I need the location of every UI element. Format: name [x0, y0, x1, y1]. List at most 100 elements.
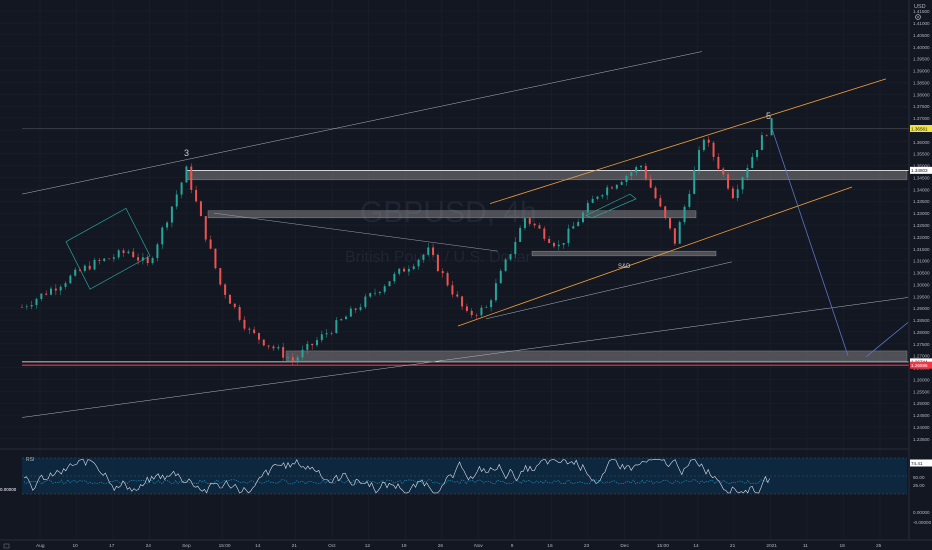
candle-body: [504, 259, 507, 271]
snd-zone[interactable]: [531, 250, 717, 257]
candle-body: [664, 206, 667, 218]
price-tick-label: 1.38000: [913, 92, 930, 97]
candle-body: [398, 268, 401, 274]
pattern-outline[interactable]: [65, 207, 151, 290]
candle-body: [277, 347, 280, 349]
rsi-value-badge: 74.41: [911, 461, 923, 466]
resistance-zone-high[interactable]: [185, 170, 908, 181]
time-tick-label: 16: [547, 543, 553, 549]
orange-channel-upper[interactable]: [489, 78, 887, 204]
inner-support-line[interactable]: [485, 261, 733, 320]
candle-body: [533, 223, 536, 226]
price-tick-label: 1.28500: [913, 318, 930, 323]
wave-5-label: 5: [766, 111, 771, 121]
price-tick-label: 1.24500: [913, 413, 930, 418]
candle-body: [54, 288, 57, 291]
candle-body: [69, 275, 72, 284]
rsi-pane[interactable]: 0.00000 50.00 25.00: [0, 448, 925, 495]
candle-body: [175, 194, 178, 207]
candle-body: [30, 305, 33, 307]
time-tick-label: 23: [584, 543, 590, 549]
candle-body: [74, 269, 77, 276]
snd-zone-label: S&D: [618, 264, 631, 270]
candle-body: [195, 189, 198, 202]
drawings-layer[interactable]: [21, 51, 909, 418]
time-tick-label: 19: [401, 543, 407, 549]
price-tick-label: 1.23500: [913, 437, 930, 442]
time-axis[interactable]: Aug 10 17 24 Sep 15:00 14 21 Oct 12 19 26 Nov 9 16 23 De…: [36, 543, 882, 549]
watermark-symbol: GBPUSD, 4h: [360, 196, 537, 229]
candle-body: [514, 241, 517, 255]
time-tick-label: Dec: [620, 543, 629, 549]
candle-body: [577, 222, 580, 227]
candle-body: [233, 303, 236, 307]
candle-body: [306, 343, 309, 350]
time-tick-label: 17: [109, 543, 115, 549]
upper-channel-line[interactable]: [21, 51, 703, 195]
last-price-badge: 1.36561: [911, 126, 928, 131]
candle-body: [611, 187, 613, 189]
candle-body: [654, 187, 657, 199]
candle-body: [746, 168, 749, 178]
candle-body: [243, 319, 246, 329]
candle-body: [717, 156, 720, 169]
candle-body: [499, 270, 502, 284]
projection-arrow[interactable]: [771, 127, 849, 356]
candle-body: [45, 293, 48, 295]
candle-body: [519, 228, 522, 242]
candle-body: [461, 296, 464, 307]
price-tick-label: 1.28000: [913, 330, 930, 335]
candle-body: [59, 286, 62, 291]
candle-body: [543, 228, 546, 239]
time-tick-label: 9: [511, 543, 514, 549]
candle-body: [25, 306, 28, 308]
expand-icon[interactable]: [3, 543, 10, 549]
candle-body: [756, 150, 759, 158]
candle-body: [330, 333, 333, 334]
candle-body: [93, 259, 96, 270]
candle-body: [257, 333, 260, 340]
candle-body: [282, 347, 285, 358]
price-tick-label: 1.33000: [913, 211, 930, 216]
resistance-zone-mid[interactable]: [207, 210, 697, 219]
candle-body: [538, 225, 541, 229]
candle-body: [378, 291, 381, 293]
support-zone-low[interactable]: [285, 350, 908, 361]
rsi-ma-line: [23, 479, 770, 485]
candles-layer: [21, 118, 773, 366]
price-tick-label: 1.37000: [913, 116, 930, 121]
candle-body: [374, 292, 377, 294]
candle-body: [490, 300, 493, 308]
orange-channel-lower[interactable]: [457, 186, 853, 327]
pattern-outline[interactable]: [585, 193, 637, 219]
candle-body: [557, 244, 560, 247]
connector-line[interactable]: [213, 212, 499, 252]
candle-body: [35, 298, 38, 306]
candle-body: [465, 306, 468, 311]
lower-channel-line[interactable]: [21, 297, 909, 418]
candle-body: [606, 187, 609, 196]
candle-body: [98, 259, 101, 261]
gear-icon[interactable]: [915, 14, 921, 20]
candle-body: [267, 345, 270, 347]
candle-body: [562, 243, 565, 245]
candle-body: [417, 259, 420, 267]
candle-body: [335, 320, 338, 334]
time-tick-label: 18: [839, 543, 845, 549]
candle-body: [451, 285, 454, 295]
candle-body: [228, 294, 231, 304]
price-tick-label: 1.30500: [913, 271, 930, 276]
candle-body: [369, 293, 372, 297]
price-tick-label: 1.39000: [913, 69, 930, 74]
projection-rebound[interactable]: [865, 322, 909, 358]
price-tick-label: 1.37500: [913, 104, 930, 109]
candle-body: [83, 265, 86, 271]
time-tick-label: 21: [730, 543, 736, 549]
candle-body: [359, 307, 362, 310]
candle-body: [403, 268, 406, 272]
rsi-level-tick: 50.00: [913, 475, 925, 480]
candle-body: [722, 168, 725, 175]
candle-body: [693, 170, 696, 194]
candle-body: [630, 172, 633, 176]
